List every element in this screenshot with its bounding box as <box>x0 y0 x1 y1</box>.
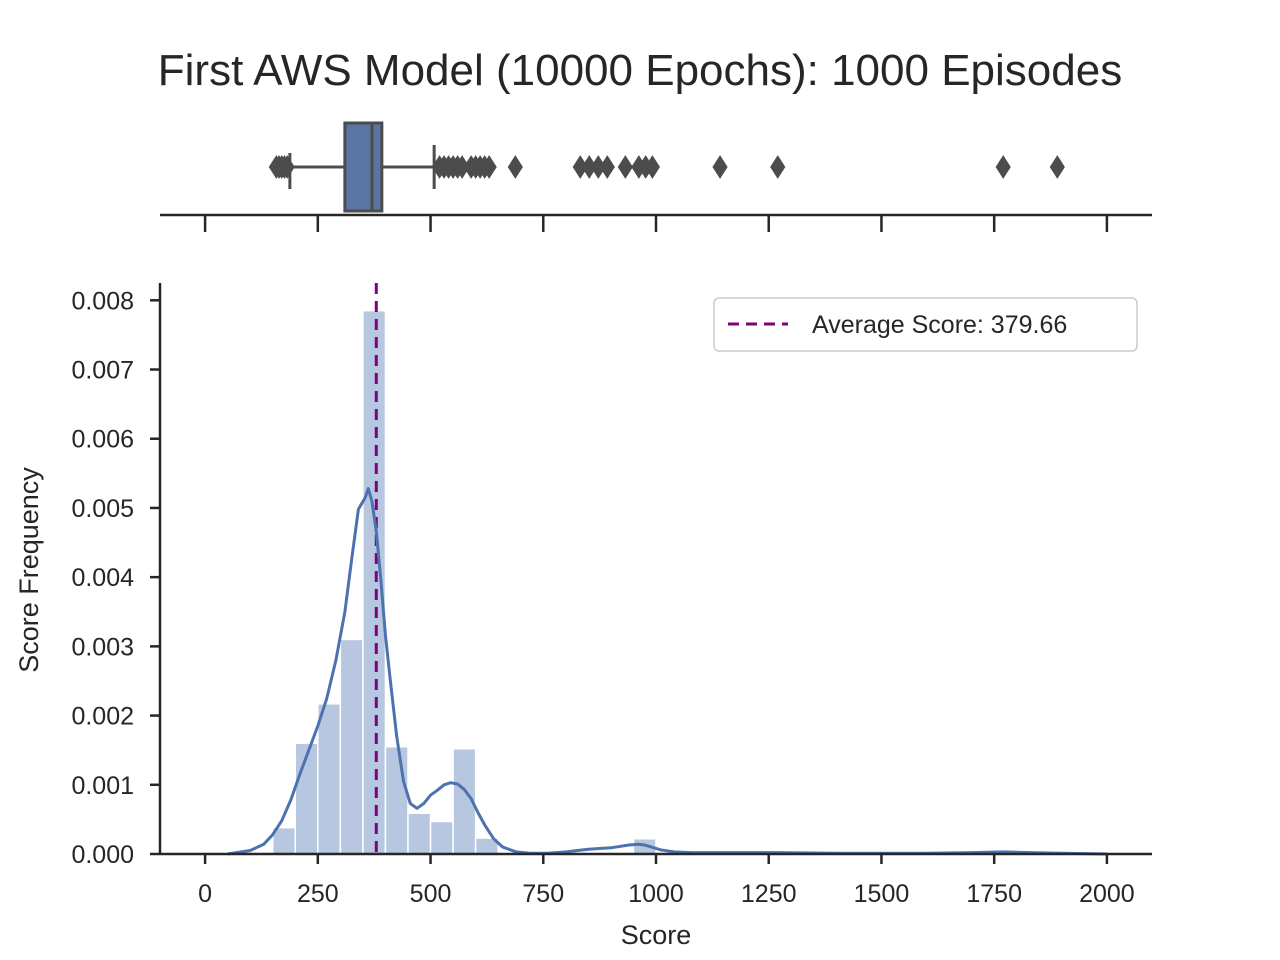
boxplot-box <box>343 121 384 213</box>
y-axis-label: Score Frequency <box>14 467 44 673</box>
boxplot-outlier-20 <box>599 155 615 179</box>
boxplot-outlier-27 <box>995 155 1011 179</box>
y-tick-label-5: 0.005 <box>71 495 134 523</box>
legend-frame <box>713 297 1138 352</box>
boxplot-outlier-26 <box>770 155 786 179</box>
x-tick-label-2000: 2000 <box>1079 880 1135 908</box>
histogram-bar-3 <box>339 638 364 855</box>
boxplot-panel <box>160 121 1152 232</box>
x-tick-label-1750: 1750 <box>966 880 1022 908</box>
main-axes: 0 250 500 750 1000 1250 1500 1750 2000 0.000 0.001… <box>71 283 1152 908</box>
kde-density-curve <box>227 487 1107 856</box>
boxplot-outlier-21 <box>617 155 633 179</box>
y-tick-label-1: 0.001 <box>71 772 134 800</box>
x-tick-label-500: 500 <box>410 880 452 908</box>
boxplot-outlier-24 <box>644 155 660 179</box>
y-tick-label-0: 0.000 <box>71 841 134 869</box>
x-tick-label-250: 250 <box>297 880 339 908</box>
y-tick-label-8: 0.008 <box>71 287 134 315</box>
y-tick-label-7: 0.007 <box>71 357 134 385</box>
histogram-bar-2 <box>317 703 342 855</box>
histogram-bar-5 <box>384 745 409 855</box>
histogram-bar-6 <box>407 812 432 855</box>
kde-curve-group <box>227 487 1107 856</box>
histogram-bars <box>271 309 657 855</box>
x-tick-label-750: 750 <box>522 880 564 908</box>
y-tick-label-4: 0.004 <box>71 564 134 592</box>
x-tick-label-0: 0 <box>198 880 212 908</box>
boxplot-outlier-28 <box>1049 155 1065 179</box>
boxplot-outlier-25 <box>712 155 728 179</box>
histogram-bar-7 <box>429 820 454 855</box>
y-tick-label-3: 0.003 <box>71 633 134 661</box>
y-tick-label-2: 0.002 <box>71 703 134 731</box>
y-tick-label-6: 0.006 <box>71 426 134 454</box>
boxplot-outlier-16 <box>507 155 523 179</box>
x-tick-label-1000: 1000 <box>628 880 684 908</box>
legend-label: Average Score: 379.66 <box>812 311 1067 339</box>
x-tick-label-1500: 1500 <box>854 880 910 908</box>
x-axis-label: Score <box>621 920 692 950</box>
legend: Average Score: 379.66 <box>713 297 1138 352</box>
boxplot-outlier-4 <box>279 155 295 179</box>
chart-title: First AWS Model (10000 Epochs): 1000 Epi… <box>158 46 1122 95</box>
boxplot-outlier-15 <box>481 155 497 179</box>
x-tick-label-1250: 1250 <box>741 880 797 908</box>
